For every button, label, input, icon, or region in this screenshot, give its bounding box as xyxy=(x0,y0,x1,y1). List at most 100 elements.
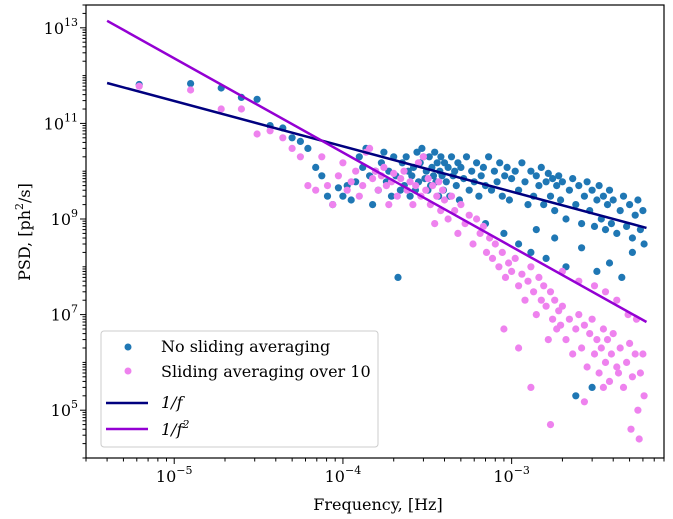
data-point xyxy=(433,192,441,200)
data-point xyxy=(544,169,552,177)
y-tick-label: 105 xyxy=(51,398,78,420)
data-point xyxy=(565,315,574,323)
data-point xyxy=(355,153,363,161)
data-point xyxy=(590,282,599,290)
data-point xyxy=(588,383,596,391)
data-point xyxy=(491,240,499,248)
data-point xyxy=(546,288,555,296)
data-point xyxy=(537,163,545,171)
data-point xyxy=(601,226,610,234)
data-point xyxy=(422,186,430,194)
data-point xyxy=(540,282,548,290)
data-point xyxy=(626,201,634,209)
data-point xyxy=(500,325,508,333)
data-point xyxy=(562,336,570,344)
data-point xyxy=(605,377,614,385)
data-point xyxy=(535,182,543,190)
data-point xyxy=(266,127,274,135)
data-point xyxy=(515,240,523,248)
data-point xyxy=(366,144,374,152)
data-point xyxy=(424,175,432,183)
data-point xyxy=(390,169,398,177)
data-point xyxy=(599,383,608,391)
data-point xyxy=(549,175,557,183)
data-point xyxy=(549,315,557,323)
data-point xyxy=(628,248,637,256)
data-point xyxy=(279,134,287,142)
data-point xyxy=(343,186,351,194)
data-point xyxy=(623,222,631,230)
data-point xyxy=(435,178,443,186)
data-point xyxy=(618,273,626,281)
data-point xyxy=(511,167,519,175)
data-point xyxy=(636,369,645,377)
data-point xyxy=(442,178,450,186)
legend-label-sliding: Sliding averaging over 10 xyxy=(161,362,371,381)
data-point xyxy=(475,192,483,200)
data-point xyxy=(477,172,485,180)
data-point xyxy=(546,192,555,200)
data-point xyxy=(634,406,642,414)
data-point xyxy=(318,153,326,161)
data-point xyxy=(451,207,459,215)
data-point xyxy=(347,196,355,204)
data-point xyxy=(609,196,617,204)
data-point xyxy=(557,321,565,329)
data-point xyxy=(537,296,545,304)
data-point xyxy=(187,86,195,94)
data-point xyxy=(586,330,594,338)
data-point xyxy=(490,167,498,175)
data-point xyxy=(613,296,621,304)
data-point xyxy=(498,248,506,256)
data-point xyxy=(572,325,580,333)
x-axis-label: Frequency, [Hz] xyxy=(313,495,442,514)
data-point xyxy=(135,82,143,90)
data-point xyxy=(572,201,580,209)
data-point xyxy=(640,392,648,400)
legend-label-no-sliding: No sliding averaging xyxy=(161,337,330,356)
data-point xyxy=(304,182,312,190)
data-point xyxy=(488,254,497,262)
data-point xyxy=(355,192,363,200)
data-point xyxy=(578,220,586,228)
data-point xyxy=(296,153,304,161)
data-point xyxy=(639,350,647,358)
data-point xyxy=(476,229,484,237)
data-point xyxy=(485,153,493,161)
data-point xyxy=(527,263,535,271)
data-point xyxy=(558,302,567,310)
data-point xyxy=(187,80,195,88)
data-point xyxy=(627,425,635,433)
data-point xyxy=(380,148,388,156)
data-point xyxy=(521,178,529,186)
data-point xyxy=(578,244,586,252)
x-tick-label: 10−3 xyxy=(493,464,530,486)
data-point xyxy=(518,159,526,167)
data-point xyxy=(532,226,540,234)
data-point xyxy=(575,182,583,190)
data-point xyxy=(616,344,624,352)
data-point xyxy=(237,105,245,113)
data-point xyxy=(565,186,574,194)
data-point xyxy=(542,302,550,310)
data-point xyxy=(454,229,462,237)
data-point xyxy=(318,172,326,180)
data-point xyxy=(590,222,599,230)
legend-marker-sliding xyxy=(124,367,132,375)
data-point xyxy=(462,153,471,161)
data-point xyxy=(505,196,513,204)
data-point xyxy=(412,182,420,190)
data-point xyxy=(288,134,296,142)
data-point xyxy=(515,344,523,352)
data-point xyxy=(603,201,612,209)
data-point xyxy=(562,215,570,223)
y-axis-label: PSD, [ph2/s] xyxy=(13,183,34,281)
data-point xyxy=(501,172,509,180)
data-point xyxy=(387,192,396,200)
data-point xyxy=(551,234,559,242)
data-point xyxy=(457,201,465,209)
data-point xyxy=(380,163,388,171)
data-point xyxy=(397,175,405,183)
data-point xyxy=(575,311,583,319)
